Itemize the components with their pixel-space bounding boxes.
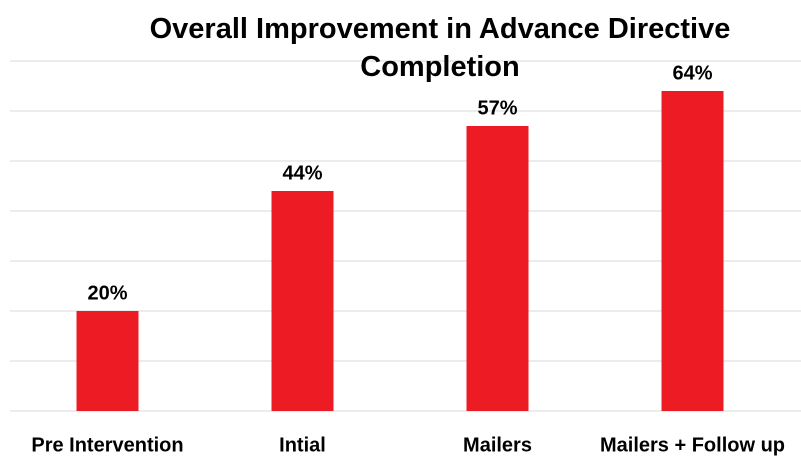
x-tick-label: Mailers (463, 434, 532, 456)
bar (76, 311, 139, 411)
bar (661, 91, 724, 411)
data-label: 20% (87, 282, 127, 304)
chart-title: Overall Improvement in Advance Directive… (149, 13, 731, 83)
data-label: 64% (672, 62, 712, 84)
bar (466, 126, 529, 411)
bar (271, 191, 334, 411)
x-tick-label: Mailers + Follow up (600, 434, 785, 456)
x-tick-label: Pre Intervention (31, 434, 183, 456)
data-label: 57% (477, 97, 517, 119)
x-tick-label: Intial (279, 434, 326, 456)
data-label: 44% (282, 162, 322, 184)
